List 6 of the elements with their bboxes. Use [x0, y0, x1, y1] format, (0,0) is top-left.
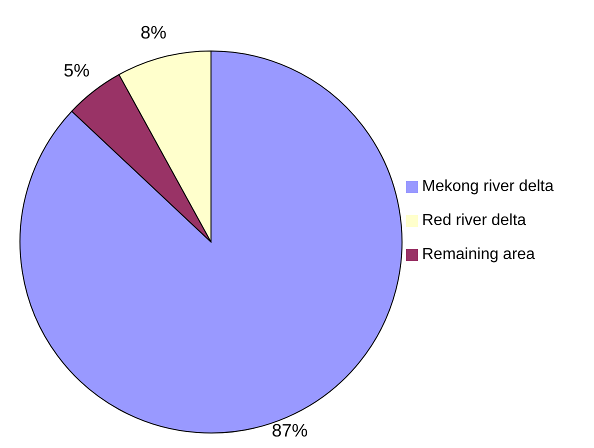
legend-label: Red river delta: [422, 211, 528, 231]
legend-label: Remaining area: [422, 245, 536, 265]
data-label: 87%: [272, 420, 308, 441]
data-label: 5%: [64, 60, 90, 80]
data-label: 8%: [140, 22, 167, 43]
legend-label: Mekong river delta: [422, 177, 555, 197]
